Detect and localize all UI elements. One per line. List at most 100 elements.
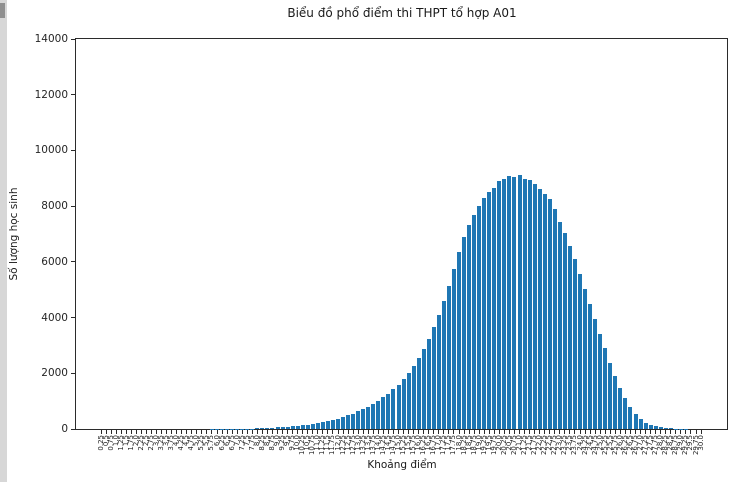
x-tick-mark <box>534 430 536 434</box>
x-tick-mark <box>453 430 455 434</box>
x-tick-mark <box>614 430 616 434</box>
x-tick-label: 30.0 <box>696 435 705 451</box>
y-tick-label: 10000 <box>34 144 68 157</box>
bar <box>366 406 371 429</box>
x-tick-mark <box>282 430 283 434</box>
bar <box>497 181 502 429</box>
x-tick-mark <box>110 430 112 434</box>
y-tick-label: 6000 <box>41 255 68 268</box>
x-tick-mark <box>297 430 299 434</box>
x-tick-mark <box>503 430 505 434</box>
x-tick-mark <box>423 430 425 434</box>
y-tick-label: 8000 <box>41 200 68 213</box>
y-tick-mark <box>71 94 75 96</box>
x-tick-mark <box>221 430 223 434</box>
x-tick-mark <box>448 430 450 434</box>
bar <box>567 246 572 429</box>
bar <box>346 415 351 429</box>
x-tick-mark <box>125 430 127 434</box>
x-tick-mark <box>266 430 268 434</box>
bar <box>451 269 456 429</box>
x-tick-mark <box>418 430 420 434</box>
x-tick-mark <box>665 430 667 434</box>
x-tick-mark <box>524 430 525 434</box>
x-tick-mark <box>675 430 677 434</box>
bar <box>371 403 376 429</box>
x-tick-mark <box>312 430 314 434</box>
window-edge-block <box>0 3 5 18</box>
x-tick-mark <box>357 430 359 434</box>
bar <box>628 406 633 429</box>
x-tick-mark <box>236 430 238 434</box>
bar <box>300 425 305 429</box>
bar <box>593 318 598 429</box>
x-tick-mark <box>599 430 601 434</box>
bar <box>492 188 497 429</box>
x-tick-mark <box>201 430 203 434</box>
bar <box>623 397 628 429</box>
x-tick-mark <box>176 430 178 434</box>
bar <box>552 209 557 429</box>
x-tick-mark <box>352 430 354 434</box>
bar <box>330 420 335 429</box>
bar <box>562 232 567 429</box>
bar <box>270 427 275 429</box>
x-tick-mark <box>670 430 672 434</box>
bar <box>285 426 290 429</box>
x-tick-mark <box>367 430 369 434</box>
x-tick-mark <box>231 430 233 434</box>
x-tick-mark <box>463 430 465 434</box>
x-tick-mark <box>594 430 596 434</box>
x-tick-mark <box>130 430 132 434</box>
y-tick-mark <box>71 428 75 430</box>
x-tick-mark <box>382 430 384 434</box>
x-tick-mark <box>473 430 475 434</box>
x-tick-mark <box>377 430 379 434</box>
x-tick-mark <box>549 430 551 434</box>
x-tick-mark <box>428 430 430 434</box>
bar <box>482 198 487 429</box>
bar <box>547 198 552 429</box>
x-tick-mark <box>251 430 253 434</box>
x-axis-label: Khoảng điểm <box>367 459 437 471</box>
y-tick-mark <box>71 261 75 263</box>
bar <box>472 214 477 429</box>
x-tick-mark <box>609 430 611 434</box>
x-tick-mark <box>271 430 273 434</box>
bar <box>260 428 265 429</box>
bar <box>618 387 623 429</box>
x-tick-mark <box>640 430 641 434</box>
bar <box>280 427 285 429</box>
bar <box>406 372 411 429</box>
x-tick-mark <box>362 430 364 434</box>
x-tick-mark <box>307 430 309 434</box>
chart-title: Biểu đồ phổ điểm thi THPT tổ hợp A01 <box>287 6 517 20</box>
x-tick-mark <box>135 430 137 434</box>
bar <box>381 397 386 429</box>
x-tick-mark <box>292 430 294 434</box>
x-tick-mark <box>387 430 389 434</box>
x-tick-mark <box>544 430 546 434</box>
x-tick-mark <box>403 430 404 434</box>
x-tick-mark <box>519 430 520 434</box>
x-tick-mark <box>256 430 258 434</box>
x-tick-mark <box>690 430 692 434</box>
y-tick-mark <box>71 38 75 40</box>
bar <box>401 379 406 429</box>
bar <box>638 419 643 429</box>
bar <box>663 428 668 429</box>
bar <box>396 384 401 429</box>
y-tick-label: 12000 <box>34 88 68 101</box>
bar <box>588 303 593 429</box>
x-tick-mark <box>211 430 213 434</box>
y-tick-mark <box>71 317 75 319</box>
bar <box>386 393 391 429</box>
bar <box>310 424 315 429</box>
y-tick-mark <box>71 149 75 151</box>
bar <box>361 409 366 429</box>
bar <box>325 421 330 429</box>
x-tick-mark <box>680 430 682 434</box>
y-tick-label: 2000 <box>41 367 68 380</box>
x-tick-mark <box>206 430 208 434</box>
bar <box>446 285 451 429</box>
